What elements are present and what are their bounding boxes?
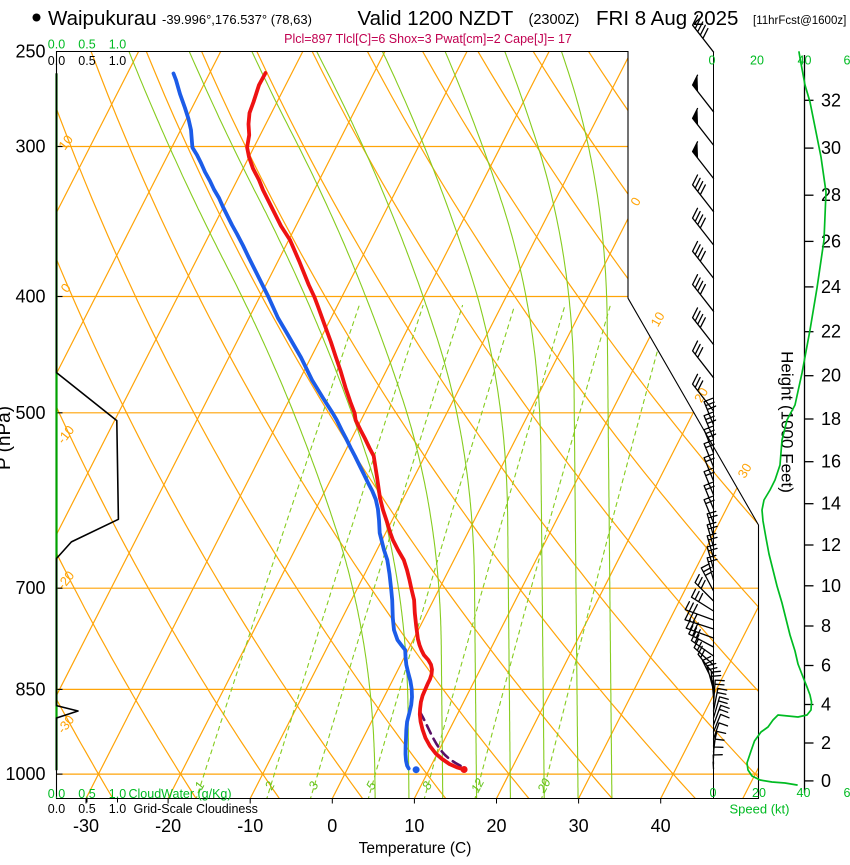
svg-text:8: 8 bbox=[821, 616, 831, 636]
svg-text:1000: 1000 bbox=[5, 764, 45, 784]
svg-text:-39.996°,176.537° (78,63): -39.996°,176.537° (78,63) bbox=[162, 12, 312, 27]
svg-text:1.0: 1.0 bbox=[109, 802, 126, 816]
svg-text:CloudWater (g/Kg): CloudWater (g/Kg) bbox=[129, 787, 232, 801]
svg-text:Speed (kt): Speed (kt) bbox=[730, 802, 790, 817]
svg-text:Grid-Scale Cloudiness: Grid-Scale Cloudiness bbox=[134, 802, 258, 816]
svg-text:0.5: 0.5 bbox=[78, 802, 95, 816]
svg-text:0.0: 0.0 bbox=[48, 54, 65, 68]
svg-text:28: 28 bbox=[821, 185, 841, 205]
svg-text:-20: -20 bbox=[155, 816, 181, 836]
svg-text:0: 0 bbox=[821, 771, 831, 791]
svg-text:1.0: 1.0 bbox=[109, 54, 126, 68]
svg-text:(2300Z): (2300Z) bbox=[529, 12, 580, 28]
svg-text:-30: -30 bbox=[73, 816, 99, 836]
svg-text:FRI 8 Aug 2025: FRI 8 Aug 2025 bbox=[596, 7, 738, 30]
svg-text:22: 22 bbox=[821, 322, 841, 342]
svg-text:500: 500 bbox=[15, 403, 45, 423]
svg-text:0: 0 bbox=[709, 54, 716, 68]
svg-text:0.0: 0.0 bbox=[48, 38, 65, 52]
svg-text:14: 14 bbox=[821, 494, 841, 514]
svg-text:18: 18 bbox=[821, 409, 841, 429]
svg-text:6: 6 bbox=[844, 54, 850, 68]
svg-text:0.5: 0.5 bbox=[78, 787, 95, 801]
svg-text:30: 30 bbox=[821, 138, 841, 158]
svg-text:6: 6 bbox=[844, 786, 850, 800]
svg-text:12: 12 bbox=[821, 535, 841, 555]
svg-text:Valid 1200 NZDT: Valid 1200 NZDT bbox=[358, 7, 514, 30]
svg-text:40: 40 bbox=[797, 786, 811, 800]
svg-text:1.0: 1.0 bbox=[109, 787, 126, 801]
svg-text:20: 20 bbox=[750, 54, 764, 68]
svg-text:400: 400 bbox=[15, 286, 45, 306]
svg-text:Temperature (C): Temperature (C) bbox=[359, 840, 472, 857]
svg-text:0: 0 bbox=[710, 786, 717, 800]
svg-text:0: 0 bbox=[327, 816, 337, 836]
svg-text:24: 24 bbox=[821, 277, 841, 297]
svg-text:[11hrFcst@1600z]: [11hrFcst@1600z] bbox=[753, 15, 846, 27]
svg-text:40: 40 bbox=[651, 816, 671, 836]
svg-text:10: 10 bbox=[404, 816, 424, 836]
svg-text:16: 16 bbox=[821, 452, 841, 472]
svg-text:2: 2 bbox=[821, 733, 831, 753]
svg-text:20: 20 bbox=[752, 786, 766, 800]
svg-text:1.0: 1.0 bbox=[109, 38, 126, 52]
svg-text:0.5: 0.5 bbox=[78, 54, 95, 68]
svg-text:32: 32 bbox=[821, 90, 841, 110]
svg-text:Plcl=897 Tlcl[C]=6 Shox=3 Pwat: Plcl=897 Tlcl[C]=6 Shox=3 Pwat[cm]=2 Cap… bbox=[284, 32, 572, 46]
svg-text:0.0: 0.0 bbox=[48, 802, 65, 816]
svg-text:40: 40 bbox=[798, 54, 812, 68]
svg-text:6: 6 bbox=[821, 656, 831, 676]
svg-text:20: 20 bbox=[486, 816, 506, 836]
svg-text:250: 250 bbox=[15, 42, 45, 62]
svg-text:4: 4 bbox=[821, 695, 831, 715]
svg-text:300: 300 bbox=[15, 137, 45, 157]
svg-text:700: 700 bbox=[15, 578, 45, 598]
svg-text:Waipukurau: Waipukurau bbox=[48, 7, 157, 30]
svg-text:-10: -10 bbox=[237, 816, 263, 836]
svg-text:10: 10 bbox=[821, 576, 841, 596]
svg-text:0.0: 0.0 bbox=[48, 787, 65, 801]
svg-text:P (hPa): P (hPa) bbox=[0, 406, 15, 470]
svg-text:0.5: 0.5 bbox=[78, 38, 95, 52]
svg-text:20: 20 bbox=[821, 366, 841, 386]
svg-text:850: 850 bbox=[15, 679, 45, 699]
svg-text:30: 30 bbox=[569, 816, 589, 836]
